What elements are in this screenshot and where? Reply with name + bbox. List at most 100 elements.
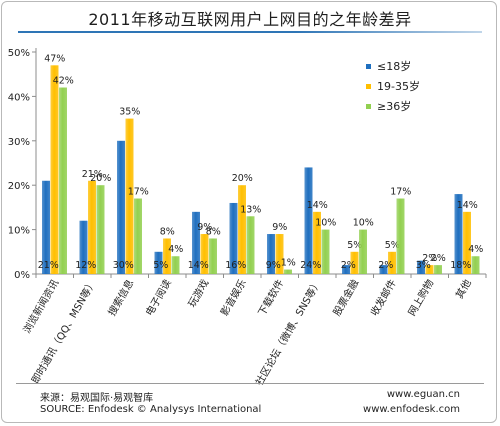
bar-value-label: 14%	[307, 200, 328, 211]
bar	[275, 234, 284, 274]
bar	[313, 211, 321, 274]
footer-divider	[16, 383, 484, 384]
bar-value-label: 18%	[450, 260, 471, 271]
bar-value-label: 2%	[378, 260, 393, 271]
bar	[96, 185, 105, 274]
category-label: 其他	[453, 277, 474, 301]
bar-value-label: 3%	[416, 260, 431, 271]
bar-value-label: 1%	[281, 258, 296, 269]
bar-value-label: 5%	[153, 260, 168, 271]
bar-value-label: 2%	[341, 260, 356, 271]
bar-value-label: 35%	[119, 107, 140, 118]
bar-value-label: 5%	[347, 240, 362, 251]
legend-label: 19-35岁	[377, 80, 420, 93]
bar	[163, 238, 171, 274]
bar-value-label: 17%	[390, 187, 411, 198]
category-label: 浏览新闻资讯	[20, 277, 61, 335]
bar-value-label: 9%	[272, 222, 287, 233]
bar-value-label: 42%	[53, 76, 74, 87]
y-tick-label: 40%	[8, 92, 30, 103]
bar-value-label: 20%	[232, 173, 253, 184]
bar-value-label: 17%	[128, 187, 149, 198]
category-label: 电子阅读	[143, 277, 174, 318]
bar	[350, 251, 359, 274]
y-tick-label: 20%	[8, 181, 30, 192]
bar-value-label: 9%	[197, 222, 212, 233]
bar-value-label: 13%	[240, 204, 261, 215]
bar	[342, 265, 350, 274]
bar	[117, 140, 125, 274]
bar	[238, 185, 246, 274]
bar	[388, 251, 396, 274]
legend-swatch	[366, 83, 371, 89]
legend-swatch	[366, 63, 371, 69]
category-label: 影音娱乐	[218, 277, 249, 318]
category-label: 即时通讯（QQ、MSN等）	[28, 277, 98, 386]
url-enfodesk: www.enfodesk.com	[363, 404, 460, 415]
legend-item: ≤18岁	[366, 56, 420, 76]
bar	[359, 229, 367, 274]
category-label: 股票金融	[330, 277, 361, 318]
legend-item: 19-35岁	[366, 76, 420, 96]
bar	[396, 198, 405, 274]
bar	[229, 202, 238, 274]
bar-value-label: 5%	[385, 240, 400, 251]
bar	[454, 194, 463, 274]
bar	[471, 256, 480, 274]
bar	[209, 238, 217, 274]
source-en: SOURCE: Enfodesk © Analysys Internationa…	[40, 404, 262, 415]
bar-value-label: 10%	[315, 218, 336, 229]
bar-value-label: 21%	[82, 169, 103, 180]
legend-swatch	[366, 103, 371, 109]
bar	[321, 229, 330, 274]
bar	[134, 198, 142, 274]
category-label: 收发邮件	[368, 277, 399, 318]
chart-title: 2011年移动互联网用户上网目的之年龄差异	[88, 10, 412, 29]
bar	[171, 256, 180, 274]
category-label: 搜索信息	[105, 277, 136, 318]
category-label: 网上购物	[405, 277, 436, 318]
bar-value-label: 4%	[468, 244, 483, 255]
bar-value-label: 47%	[44, 53, 65, 64]
bar-value-label: 8%	[160, 226, 175, 237]
legend-label: ≥36岁	[377, 100, 412, 113]
bar-value-label: 9%	[266, 260, 281, 271]
bar	[425, 265, 434, 274]
bar-value-label: 16%	[225, 260, 246, 271]
y-tick-label: 30%	[8, 137, 30, 148]
category-label: 社区论坛（微博、SNS等）	[252, 277, 323, 388]
bar	[192, 211, 200, 274]
bar	[50, 65, 59, 274]
bar-value-label: 2%	[422, 253, 437, 264]
bar	[59, 87, 67, 275]
bar-value-label: 8%	[206, 226, 221, 237]
bar	[154, 251, 163, 274]
bar-value-label: 14%	[188, 260, 209, 271]
bar-value-label: 2%	[431, 253, 446, 264]
bar	[463, 211, 471, 274]
bar	[304, 167, 313, 274]
bar	[246, 216, 255, 274]
bar-value-label: 21%	[38, 260, 59, 271]
bar	[267, 234, 275, 274]
chart-legend: ≤18岁 19-35岁 ≥36岁	[366, 56, 420, 116]
bar	[42, 180, 50, 274]
source-cn: 来源：易观国际·易观智库	[40, 393, 154, 404]
bar	[417, 260, 425, 274]
bar-value-label: 4%	[168, 244, 183, 255]
bar	[379, 265, 388, 274]
title-underline	[18, 31, 482, 33]
bar	[200, 234, 209, 274]
category-label: 下载软件	[255, 277, 286, 318]
bar	[88, 180, 96, 274]
bar	[434, 265, 442, 274]
y-tick-label: 10%	[8, 226, 30, 237]
bar	[125, 118, 134, 274]
legend-label: ≤18岁	[377, 60, 412, 73]
bar-value-label: 12%	[75, 260, 96, 271]
bar-value-label: 14%	[457, 200, 478, 211]
bar-value-label: 10%	[353, 218, 374, 229]
y-tick-label: 0%	[14, 270, 30, 281]
